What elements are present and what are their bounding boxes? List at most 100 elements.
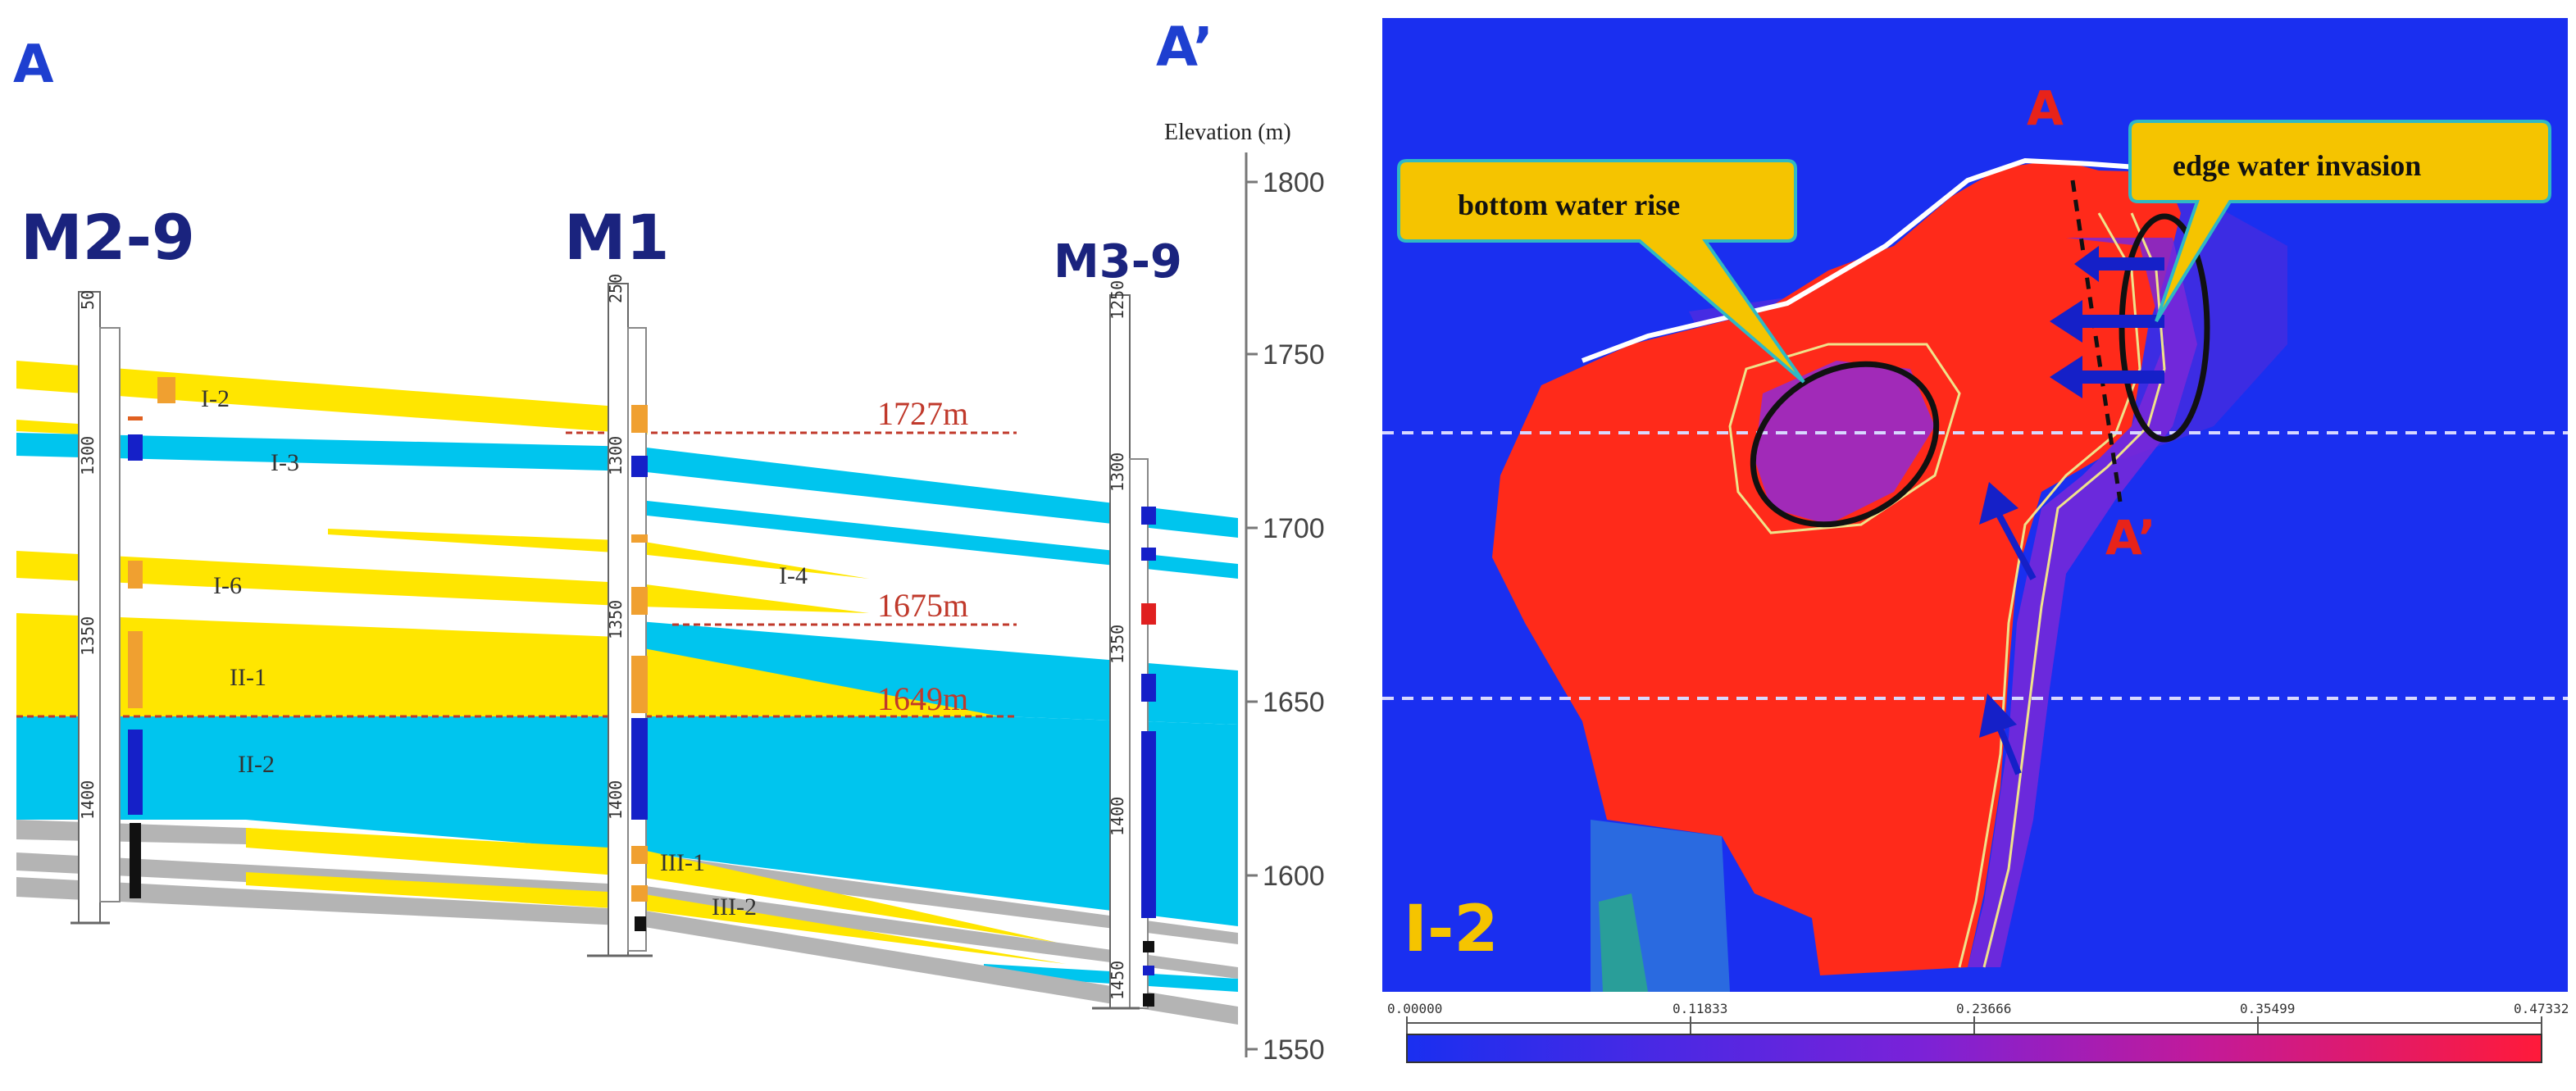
elevation-tick-label: 1650 (1263, 687, 1325, 718)
elevation-axis-label: Elevation (m) (1164, 120, 1291, 145)
well-M2-9: M2-9 50 1300 1350 1400 (20, 201, 195, 925)
layer-label-III-1: III-1 (660, 849, 705, 876)
layer-label-I-3: I-3 (271, 449, 299, 476)
well-M3-9: M3-9 1250 1300 1350 1400 1450 (1054, 235, 1182, 1010)
rise-arrow-head (1979, 482, 2018, 525)
log-dry-interval (1143, 941, 1154, 952)
depth-tick: 1450 (1108, 961, 1127, 1000)
log-water-interval (631, 456, 648, 477)
depth-tick: 1400 (78, 780, 98, 820)
depth-tick: 1300 (606, 436, 626, 475)
log-dry-interval (130, 823, 141, 898)
layer-I-4-band (328, 529, 869, 579)
log-oil-interval (631, 405, 648, 433)
layer-label-I-4: I-4 (779, 562, 808, 589)
depth-tick: 1350 (1108, 625, 1127, 664)
contact-label-1649: 1649m (877, 680, 968, 717)
log-oil-interval (631, 587, 648, 615)
edge-water-arrow (2050, 356, 2164, 398)
depth-tick: 1400 (1108, 797, 1127, 836)
colorbar-tick-label: 0.47332 (2514, 1001, 2569, 1016)
callout-edge-water: edge water invasion (2128, 120, 2551, 323)
well-M1: M1 250 1300 1350 1400 (564, 201, 670, 957)
top-edge-highlight (1581, 157, 2149, 363)
well-depth-track (608, 283, 629, 957)
depth-tick: 50 (78, 290, 98, 310)
section-line (2070, 180, 2123, 502)
log-dry-interval (1143, 993, 1154, 1007)
depth-tick: 1350 (606, 600, 626, 639)
log-water-interval (128, 730, 143, 815)
colorbar-gradient (1406, 1034, 2542, 1063)
edge-water-arrow (2074, 246, 2164, 282)
well-name: M2-9 (20, 201, 195, 274)
well-depth-track (78, 291, 101, 924)
log-dry-interval (635, 916, 646, 931)
elevation-axis: Elevation (m) 1800 1750 1700 1650 1600 1… (1164, 120, 1325, 1066)
log-oil-interval (631, 534, 648, 543)
log-oil-interval (128, 416, 143, 420)
map-section-end: A’ (2105, 510, 2156, 566)
layer-label-I-6: I-6 (213, 572, 242, 599)
callout-text: edge water invasion (2173, 149, 2421, 182)
log-water-interval (128, 434, 143, 461)
lower-left-green-spot (1599, 893, 1648, 992)
elevation-ticks (1246, 180, 1258, 1051)
map-section-start: A (2027, 80, 2064, 136)
layer-III-1-band (246, 828, 1058, 943)
section-end-label: A’ (1156, 16, 1213, 79)
well-name: M3-9 (1054, 235, 1182, 289)
rise-arrow-shaft (1994, 510, 2037, 580)
layer-I-6-band (16, 551, 869, 613)
elevation-tick-label: 1600 (1263, 861, 1325, 892)
colorbar: 0.00000 0.11833 0.23666 0.35499 0.47332 (1382, 995, 2569, 1066)
log-oil-interval (631, 885, 648, 902)
depth-tick: 1250 (1108, 280, 1127, 320)
colorbar-tick-label: 0.11833 (1673, 1001, 1727, 1016)
layer-label-III-2: III-2 (712, 893, 757, 921)
elevation-tick-label: 1700 (1263, 513, 1325, 544)
log-water-interval (1141, 674, 1156, 702)
callout-bottom-water: bottom water rise (1397, 159, 1805, 384)
colorbar-tick-label: 0.00000 (1387, 1001, 1442, 1016)
elevation-tick-label: 1800 (1263, 167, 1325, 198)
log-oil-interval (157, 377, 175, 403)
log-oil-interval (631, 846, 648, 864)
colorbar-ticks (1406, 1016, 2542, 1034)
log-water-interval (1141, 507, 1156, 525)
log-oil-interval (128, 561, 143, 589)
layer-label-I-2: I-2 (201, 385, 230, 412)
cross-section-panel: A A’ 1727m 1675m 1649m (13, 16, 1325, 1066)
log-oil-interval (128, 631, 143, 708)
saturation-map-panel: A A’ bottom water rise edge water invasi… (1382, 18, 2569, 1066)
rise-arrows (1979, 482, 2037, 775)
depth-tick: 1300 (1108, 452, 1127, 492)
colorbar-tick-label: 0.23666 (1956, 1001, 2011, 1016)
log-water-interval (1141, 731, 1156, 918)
depth-tick: 1350 (78, 616, 98, 656)
log-oil-interval (1141, 603, 1156, 625)
rise-arrow-head (1979, 693, 2017, 738)
high-saturation-region (1492, 160, 2181, 975)
depth-tick: 250 (606, 274, 626, 303)
well-log-track (99, 327, 121, 902)
log-water-interval (1141, 548, 1156, 561)
edge-water-arrows (2050, 246, 2164, 398)
water-band-lower-I-3 (639, 500, 1238, 579)
contact-lines: 1727m 1675m 1649m (16, 395, 1017, 718)
callout-text: bottom water rise (1458, 189, 1680, 221)
layer-label-II-2: II-2 (238, 751, 275, 778)
log-oil-interval (631, 656, 648, 713)
layer-III-2-band (246, 872, 1066, 964)
layer-I-3-band (16, 433, 1238, 538)
water-band-mid (639, 621, 1238, 725)
log-water-interval (631, 718, 648, 820)
contact-label-1727: 1727m (877, 395, 968, 432)
depth-tick: 1400 (606, 780, 626, 820)
elevation-tick-label: 1550 (1263, 1034, 1325, 1066)
water-rise-patch (1755, 361, 1935, 525)
section-start-label: A (13, 34, 54, 95)
log-water-interval (1143, 966, 1154, 975)
layer-labels: I-2 I-3 I-4 I-6 II-1 II-2 III-1 III-2 (201, 385, 808, 921)
